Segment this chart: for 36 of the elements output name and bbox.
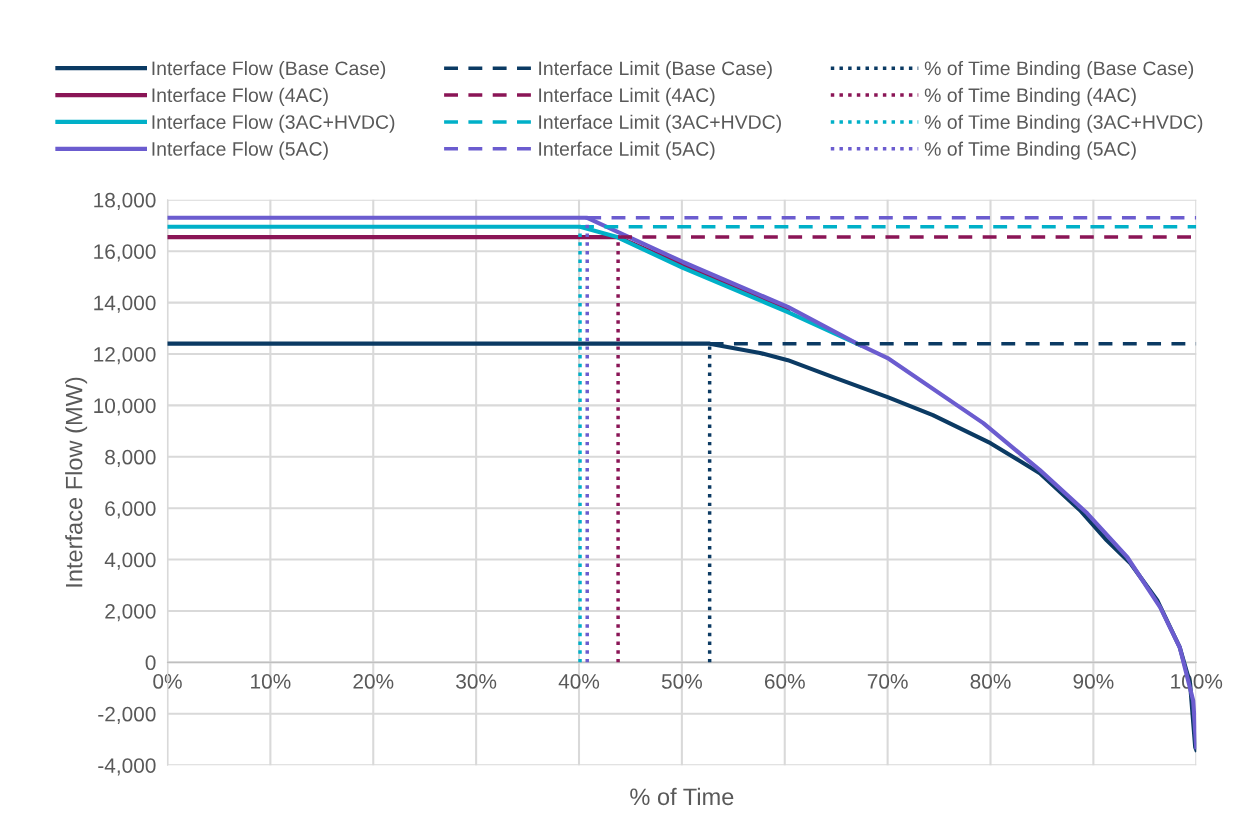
x-tick-label: 30%	[456, 674, 497, 689]
y-tick-label: 0	[145, 655, 156, 671]
x-axis-title: % of Time	[630, 787, 734, 806]
y-tick-label: 4,000	[104, 552, 156, 570]
legend-label: Interface Flow (Base Case)	[152, 60, 386, 80]
legend-label: % of Time Binding (5AC)	[924, 141, 1136, 160]
y-tick-label: 16,000	[94, 244, 156, 262]
x-tick-label: 40%	[558, 674, 600, 689]
x-tick-label: 90%	[1073, 674, 1114, 689]
legend-label: Interface Limit (Base Case)	[539, 60, 772, 80]
y-tick-label: 12,000	[94, 346, 156, 365]
x-tick-label: 20%	[353, 674, 394, 689]
legend-label: Interface Limit (3AC+HVDC)	[539, 114, 781, 133]
legend-label: Interface Flow (5AC)	[152, 141, 328, 160]
y-tick-label: 6,000	[105, 501, 156, 519]
legend-label: % of Time Binding (4AC)	[924, 87, 1136, 106]
legend-label: Interface Flow (4AC)	[152, 87, 328, 106]
legend-label: Interface Flow (3AC+HVDC)	[152, 114, 395, 133]
y-axis-title: Interface Flow (MW)	[65, 377, 88, 587]
legend-label: % of Time Binding (3AC+HVDC)	[924, 114, 1203, 133]
x-tick-label: 10%	[251, 674, 291, 689]
y-tick-label: 14,000	[94, 295, 156, 313]
y-tick-label: 8,000	[105, 449, 156, 467]
x-tick-label: 50%	[661, 674, 702, 689]
y-tick-label: -2,000	[98, 706, 156, 724]
x-tick-label: 60%	[764, 674, 805, 689]
legend-label: Interface Limit (4AC)	[539, 87, 715, 106]
x-tick-label: 80%	[970, 674, 1011, 689]
y-tick-label: -4,000	[98, 758, 156, 776]
legend-label: Interface Limit (5AC)	[539, 141, 715, 160]
y-tick-label: 18,000	[94, 192, 156, 210]
x-tick-label: 0%	[153, 674, 182, 689]
legend-label: % of Time Binding (Base Case)	[924, 60, 1194, 80]
y-tick-label: 2,000	[105, 603, 156, 622]
x-tick-label: 70%	[867, 674, 908, 689]
y-tick-label: 10,000	[94, 398, 156, 416]
